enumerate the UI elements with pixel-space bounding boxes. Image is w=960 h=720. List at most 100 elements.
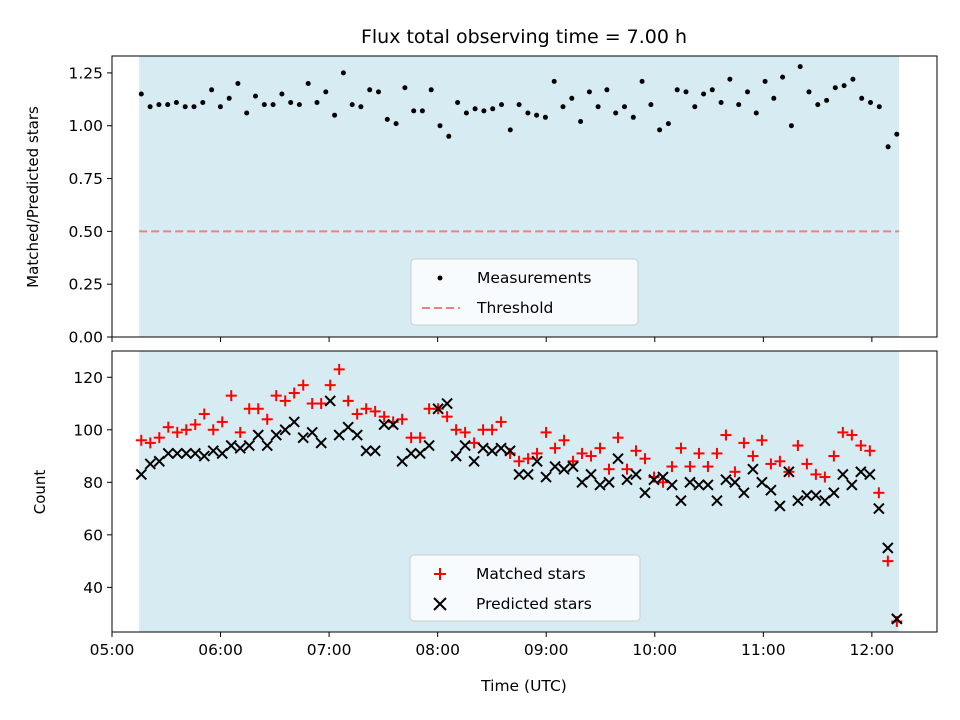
measurement-point bbox=[340, 70, 346, 76]
matched-star-point bbox=[279, 395, 291, 407]
predicted-star-point bbox=[774, 500, 786, 512]
measurement-point bbox=[797, 64, 803, 70]
predicted-star-point bbox=[306, 426, 318, 439]
predicted-star-point bbox=[810, 489, 822, 502]
predicted-star-point bbox=[738, 487, 750, 499]
measurement-point bbox=[191, 104, 197, 110]
matched-star-point bbox=[810, 468, 822, 480]
matched-star-point bbox=[207, 424, 219, 436]
matched-star-point bbox=[351, 408, 363, 420]
predicted-star-point bbox=[144, 458, 157, 470]
matched-star-point bbox=[558, 434, 570, 446]
matched-star-point bbox=[846, 429, 858, 441]
measurement-point bbox=[683, 89, 689, 95]
predicted-star-point bbox=[180, 447, 192, 460]
measurement-point bbox=[674, 87, 680, 93]
measurement-point bbox=[604, 87, 610, 93]
matched-star-point bbox=[459, 426, 471, 438]
predicted-star-point bbox=[351, 429, 363, 441]
measurement-point bbox=[762, 78, 768, 84]
measurement-point bbox=[868, 100, 873, 105]
ratio-axes-frame bbox=[111, 55, 938, 338]
predicted-star-point bbox=[801, 489, 813, 502]
matched-star-point bbox=[675, 442, 687, 454]
measurement-point bbox=[753, 110, 759, 116]
predicted-star-point bbox=[711, 494, 723, 507]
matched-star-point bbox=[513, 455, 525, 467]
predicted-star-point bbox=[414, 447, 426, 460]
measurement-point bbox=[217, 104, 223, 110]
measurement-point bbox=[876, 104, 882, 110]
predicted-star-point bbox=[450, 450, 462, 462]
matched-star-point bbox=[684, 461, 696, 473]
measurement-point bbox=[165, 102, 171, 108]
predicted-star-point bbox=[405, 447, 417, 460]
measurement-point bbox=[384, 116, 390, 122]
x-tick-label: 05:00 bbox=[90, 641, 135, 659]
matched-star-point bbox=[522, 453, 534, 465]
y-tick-label: 0.00 bbox=[68, 329, 103, 347]
ratio-y-axis-label: Matched/Predicted stars bbox=[24, 106, 42, 288]
measurement-point bbox=[569, 95, 575, 101]
predicted-star-point bbox=[477, 442, 489, 454]
matched-star-point bbox=[171, 426, 183, 438]
x-tick-label: 12:00 bbox=[850, 641, 895, 659]
y-tick-label: 40 bbox=[83, 579, 103, 597]
measurement-point bbox=[226, 95, 232, 101]
measurement-point bbox=[525, 110, 531, 116]
measurement-point bbox=[288, 100, 294, 105]
matched-star-point bbox=[711, 447, 723, 459]
measurement-point bbox=[630, 114, 636, 120]
y-tick-label: 0.75 bbox=[68, 170, 103, 188]
count-legend: Matched stars Predicted stars bbox=[409, 554, 641, 622]
predicted-star-point bbox=[315, 437, 327, 449]
measurement-points bbox=[138, 64, 900, 150]
predicted-star-point bbox=[225, 439, 237, 452]
predicted-star-point bbox=[603, 476, 615, 489]
measurement-point bbox=[244, 110, 250, 116]
matched-star-point bbox=[369, 405, 381, 417]
measurement-point bbox=[824, 97, 830, 103]
matched-star-point bbox=[450, 424, 462, 436]
predicted-star-point bbox=[612, 452, 624, 465]
matched-star-point bbox=[657, 476, 669, 488]
measurement-point bbox=[850, 76, 856, 82]
matched-star-point bbox=[342, 395, 354, 407]
measurement-point bbox=[367, 87, 373, 93]
predicted-star-point bbox=[468, 455, 480, 468]
predicted-star-point bbox=[216, 447, 228, 460]
matched-star-point bbox=[837, 426, 849, 438]
matched-star-point bbox=[792, 440, 804, 452]
measurement-point bbox=[481, 108, 487, 114]
matched-star-point bbox=[882, 555, 894, 567]
count-legend-box bbox=[409, 554, 641, 622]
matched-star-point bbox=[360, 403, 372, 415]
measurement-point bbox=[745, 89, 750, 95]
predicted-star-point bbox=[891, 613, 903, 625]
count-points bbox=[135, 363, 903, 627]
measurement-point bbox=[314, 100, 320, 105]
time-x-ticks: 05:00 06:00 07:00 08:00 09:00 10:00 11:00 12:00 bbox=[90, 632, 895, 659]
measurement-point bbox=[446, 133, 452, 139]
predicted-star-point bbox=[513, 468, 525, 481]
matched-star-point bbox=[801, 458, 813, 470]
matched-star-point bbox=[693, 447, 705, 459]
predicted-star-point bbox=[396, 455, 408, 468]
predicted-star-point bbox=[207, 445, 219, 457]
measurement-point bbox=[499, 102, 504, 108]
matched-star-point bbox=[396, 413, 408, 425]
measurement-point bbox=[200, 100, 206, 105]
matched-star-point bbox=[549, 442, 561, 454]
predicted-star-point bbox=[540, 471, 552, 483]
predicted-star-point bbox=[585, 468, 597, 481]
matched-star-point bbox=[747, 450, 759, 462]
measurement-point bbox=[349, 102, 355, 108]
measurement-point bbox=[692, 104, 698, 110]
predicted-star-point bbox=[702, 479, 714, 491]
predicted-star-point bbox=[675, 494, 687, 507]
predicted-star-point bbox=[387, 418, 399, 431]
measurement-point bbox=[815, 102, 821, 108]
measurement-point bbox=[648, 102, 654, 108]
measurement-point bbox=[437, 123, 443, 129]
predicted-star-point bbox=[747, 463, 759, 475]
